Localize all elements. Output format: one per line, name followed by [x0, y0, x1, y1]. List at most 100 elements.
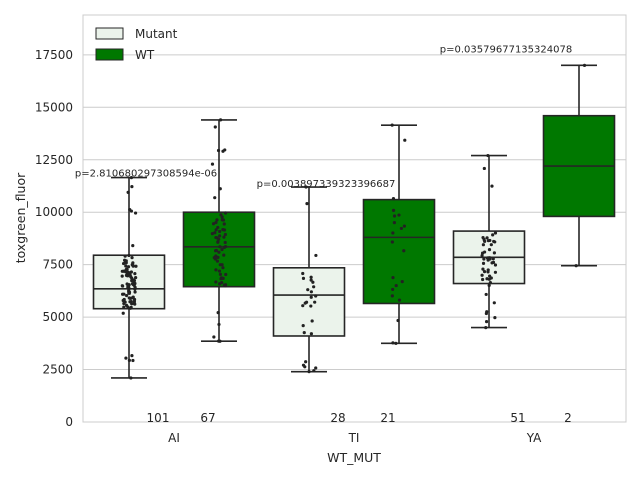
- data-point: [484, 319, 489, 324]
- data-point: [402, 249, 406, 253]
- data-point: [124, 264, 128, 268]
- data-point: [125, 293, 129, 298]
- p-value-annotation: p=0.03579677135324078: [440, 45, 572, 56]
- data-point: [392, 214, 397, 218]
- data-point: [486, 239, 490, 243]
- data-point: [481, 261, 486, 265]
- data-point: [124, 303, 129, 307]
- data-point: [390, 123, 394, 127]
- data-point: [304, 185, 308, 189]
- data-point: [301, 304, 305, 308]
- data-point: [391, 196, 396, 201]
- data-point: [303, 365, 307, 369]
- data-point: [309, 278, 313, 282]
- data-point: [120, 274, 124, 278]
- data-point: [399, 226, 404, 231]
- data-point: [301, 324, 305, 328]
- x-tick-label: YA: [526, 431, 542, 445]
- data-point: [219, 213, 223, 217]
- data-point: [391, 231, 395, 235]
- data-point: [133, 302, 137, 306]
- gridlines: [83, 54, 626, 423]
- data-point: [127, 285, 131, 289]
- data-point: [222, 245, 227, 249]
- data-point: [120, 269, 124, 273]
- strip-points-layer: [120, 63, 587, 380]
- data-point: [492, 251, 496, 255]
- data-point: [121, 284, 125, 288]
- data-point: [220, 218, 224, 222]
- data-point: [131, 264, 135, 268]
- data-point: [122, 305, 126, 309]
- data-point: [217, 339, 221, 343]
- data-point: [123, 254, 127, 258]
- y-axis-label: toxgreen_fluor: [13, 172, 28, 263]
- data-point: [390, 240, 394, 244]
- data-point: [215, 218, 219, 222]
- wt-count-label: 2: [564, 411, 572, 425]
- data-point: [391, 208, 396, 212]
- data-point: [133, 272, 137, 276]
- data-point: [217, 269, 222, 273]
- data-point: [480, 253, 484, 258]
- data-point: [127, 358, 131, 362]
- legend: Mutant WT: [95, 27, 178, 62]
- data-point: [132, 278, 137, 283]
- data-point: [214, 235, 218, 240]
- data-point: [394, 283, 398, 288]
- data-point: [222, 222, 226, 226]
- mutant-count-label: 28: [330, 411, 345, 425]
- data-point: [134, 264, 138, 268]
- data-point: [220, 247, 224, 252]
- data-point: [133, 285, 137, 289]
- data-point: [391, 341, 395, 345]
- data-point: [121, 298, 125, 303]
- data-point: [133, 281, 137, 286]
- data-point: [487, 283, 491, 287]
- data-point: [218, 272, 222, 276]
- data-point: [134, 275, 138, 280]
- data-point: [493, 231, 498, 235]
- data-point: [394, 341, 398, 345]
- data-point: [218, 245, 222, 249]
- x-tick-label: AI: [168, 431, 180, 445]
- data-point: [493, 316, 497, 320]
- data-point: [121, 311, 125, 315]
- y-axis-ticks: 0 2500 5000 7500 10000 12500 15000 17500: [35, 48, 73, 429]
- data-point: [214, 268, 218, 272]
- data-point: [124, 273, 129, 277]
- data-point: [126, 190, 130, 194]
- data-point: [120, 292, 125, 296]
- p-value-annotations: p=2.810680297308594e-06 p=0.0038973393233…: [75, 45, 572, 190]
- data-point: [123, 269, 127, 273]
- data-point: [301, 271, 305, 276]
- data-point: [391, 276, 395, 280]
- data-point: [490, 184, 494, 188]
- data-point: [309, 332, 313, 336]
- data-point: [491, 257, 495, 261]
- data-point: [390, 294, 394, 298]
- data-point: [210, 162, 215, 166]
- data-point: [397, 298, 402, 302]
- data-point: [481, 267, 485, 271]
- data-point: [223, 240, 227, 245]
- mutant-legend-swatch: [95, 27, 124, 40]
- y-tick-label: 7500: [42, 258, 73, 272]
- data-point: [222, 228, 227, 232]
- data-point: [482, 270, 487, 274]
- x-axis-label: WT_MUT: [327, 450, 381, 465]
- data-point: [309, 275, 313, 279]
- data-point: [217, 322, 221, 327]
- mutant-box: [272, 267, 346, 337]
- data-point: [400, 280, 404, 284]
- p-value-annotation: p=2.810680297308594e-06: [75, 168, 217, 179]
- data-point: [482, 250, 487, 254]
- data-point: [132, 297, 137, 302]
- data-point: [403, 138, 407, 142]
- data-point: [309, 295, 313, 299]
- data-point: [482, 166, 486, 171]
- data-point: [213, 231, 217, 235]
- data-point: [493, 270, 498, 274]
- data-point: [484, 292, 488, 297]
